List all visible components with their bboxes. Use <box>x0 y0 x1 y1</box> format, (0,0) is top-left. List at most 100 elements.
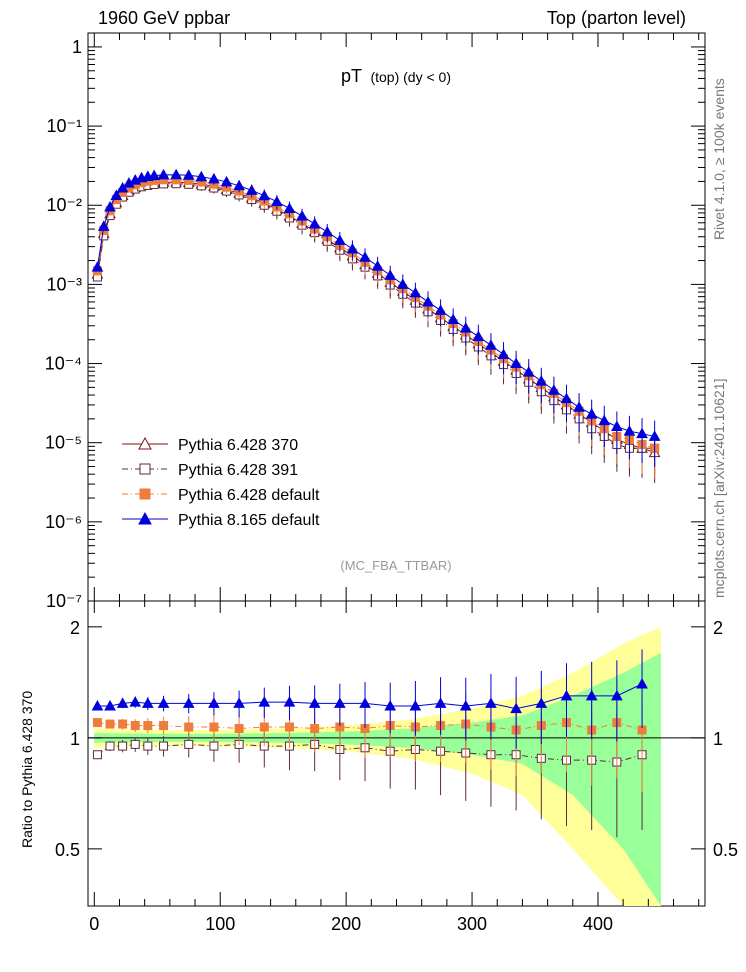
ratio-point <box>105 719 115 729</box>
y-tick-label: 10⁻⁷ <box>46 591 82 611</box>
data-point <box>510 357 522 369</box>
ratio-point <box>208 697 220 708</box>
legend: Pythia 6.428 370 Pythia 6.428 391 Pythia 6… <box>122 436 320 529</box>
ratio-y-tick-label: 2 <box>70 618 80 638</box>
data-point <box>560 392 573 404</box>
data-point <box>573 401 585 412</box>
green-uncertainty-band <box>94 652 661 906</box>
ratio-y-tick-label: 1 <box>70 729 80 749</box>
data-point <box>585 408 598 419</box>
data-point <box>148 169 160 181</box>
x-tick-label: 100 <box>205 914 235 934</box>
data-point <box>396 278 409 289</box>
ratio-point <box>535 697 548 708</box>
ratio-point <box>184 739 194 749</box>
data-point <box>321 225 334 237</box>
series-line-0 <box>96 181 655 454</box>
legend-label: Pythia 6.428 370 <box>178 437 298 454</box>
data-point <box>623 425 636 436</box>
ratio-point <box>118 741 128 751</box>
data-point <box>422 295 434 307</box>
data-point <box>182 169 195 180</box>
ratio-point <box>92 750 102 760</box>
ratio-point <box>310 724 320 734</box>
data-point <box>91 261 104 272</box>
data-point <box>296 210 308 221</box>
ratio-point <box>510 702 522 714</box>
data-point <box>371 260 384 271</box>
data-point <box>271 195 283 207</box>
ratio-point <box>359 697 371 708</box>
data-point <box>104 200 116 212</box>
ratio-point <box>611 689 623 701</box>
ratio-point <box>91 699 104 711</box>
legend-marker <box>139 488 151 500</box>
ratio-point <box>143 721 153 731</box>
data-point <box>110 189 123 200</box>
data-point <box>157 168 170 180</box>
plot-title: pT (top) (dy < 0) <box>341 66 451 86</box>
legend-marker <box>139 463 151 475</box>
x-tick-label: 0 <box>89 914 99 934</box>
legend-label: Pythia 6.428 391 <box>178 462 298 479</box>
data-point <box>384 269 397 280</box>
series-line-3 <box>96 174 655 437</box>
ratio-point <box>485 697 497 708</box>
data-point <box>497 348 510 360</box>
ratio-point <box>129 696 142 707</box>
legend-marker <box>138 436 152 450</box>
ratio-point <box>159 721 169 731</box>
y-tick-label: 10⁻² <box>46 195 82 215</box>
ratio-point <box>141 697 154 708</box>
ratio-point <box>157 697 170 708</box>
plot-title-sub: (top) (dy < 0) <box>370 69 451 85</box>
data-point <box>308 217 321 229</box>
data-point <box>485 339 497 350</box>
ratio-point <box>284 722 294 732</box>
data-point <box>535 375 548 386</box>
ratio-point <box>143 741 153 751</box>
data-point <box>459 322 472 333</box>
ratio-point <box>258 696 271 707</box>
ratio-point <box>259 722 269 732</box>
data-point <box>208 172 220 184</box>
y-tick-label: 1 <box>72 37 82 57</box>
ratio-point <box>116 697 129 708</box>
ratio-point <box>333 697 346 708</box>
data-point <box>359 251 371 262</box>
ratio-point <box>233 697 245 708</box>
ratio-y-axis-label: Ratio to Pythia 6.428 370 <box>19 691 35 848</box>
data-point <box>598 414 611 426</box>
ratio-point <box>130 721 140 731</box>
header-right: Top (parton level) <box>547 8 686 28</box>
data-point <box>648 430 661 441</box>
data-point <box>522 366 535 377</box>
y-tick-label: 10⁻³ <box>46 274 82 294</box>
x-tick-label: 400 <box>583 914 613 934</box>
ratio-point <box>409 699 422 711</box>
data-point <box>195 170 208 182</box>
data-point <box>170 168 182 180</box>
x-tick-label: 200 <box>331 914 361 934</box>
ratio-point <box>234 724 244 734</box>
data-point <box>611 420 623 432</box>
data-point <box>333 234 346 245</box>
ratio-point <box>159 741 169 751</box>
ratio-point <box>459 699 472 711</box>
ratio-y-tick-label-right: 0.5 <box>713 840 738 860</box>
ratio-y-tick-label-right: 2 <box>713 618 723 638</box>
legend-label: Pythia 8.165 default <box>178 512 320 529</box>
ratio-point <box>434 697 447 708</box>
data-point <box>636 427 648 439</box>
ratio-point <box>283 696 296 707</box>
ratio-y-tick-label: 0.5 <box>55 840 80 860</box>
ratio-point <box>118 719 128 729</box>
ratio-point <box>184 722 194 732</box>
legend-label: Pythia 6.428 default <box>178 487 320 504</box>
series-line-1 <box>96 183 655 449</box>
side-rivet-label: Rivet 4.1.0, ≥ 100k events <box>711 78 727 240</box>
y-tick-label: 10⁻⁴ <box>45 354 82 374</box>
ratio-point <box>636 677 648 689</box>
ratio-point <box>130 739 140 749</box>
